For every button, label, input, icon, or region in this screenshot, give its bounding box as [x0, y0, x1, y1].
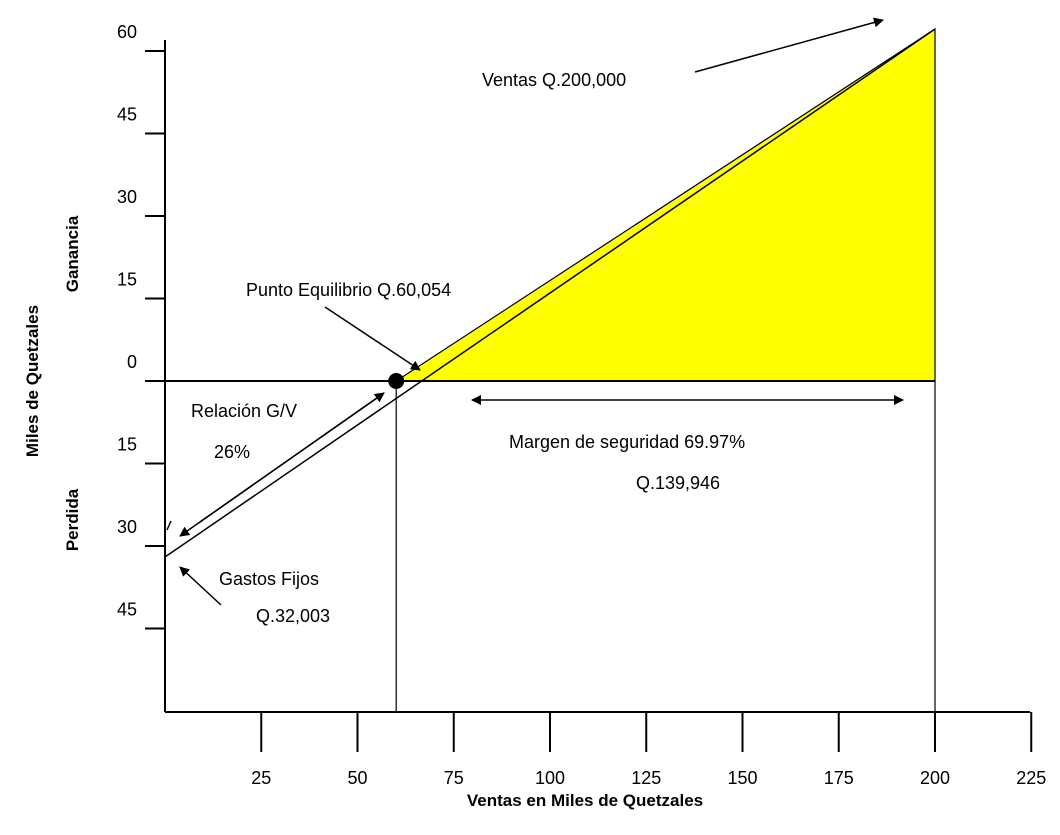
- series-line-profit: [164, 28, 936, 558]
- small-tick-mark: [166, 520, 172, 531]
- y-tick-label: 30: [117, 187, 137, 207]
- x-tick-label: 200: [920, 768, 950, 788]
- margen-label: Margen de seguridad 69.97%: [509, 432, 745, 452]
- punto-equilibrio-arrow: [324, 306, 421, 371]
- y-tick-label: 45: [117, 600, 137, 620]
- x-tick-label: 75: [444, 768, 464, 788]
- break-even-point: [388, 373, 405, 389]
- ventas-arrow: [694, 17, 884, 73]
- y-tick-label: 45: [117, 105, 137, 125]
- margen-value: Q.139,946: [636, 473, 720, 493]
- x-tick-label: 50: [347, 768, 367, 788]
- gastos-label: Gastos Fijos: [219, 569, 319, 589]
- x-axis-title: Ventas en Miles de Quetzales: [467, 791, 703, 810]
- punto-equilibrio-annotation: Punto Equilibrio Q.60,054: [246, 280, 451, 300]
- y-axis-lower-title: Perdida: [63, 488, 82, 551]
- gastos-value: Q.32,003: [256, 606, 330, 626]
- ventas-annotation: Ventas Q.200,000: [482, 70, 626, 90]
- x-tick-label: 25: [251, 768, 271, 788]
- x-tick-label: 100: [535, 768, 565, 788]
- y-tick-label: 15: [117, 435, 137, 455]
- y-tick-label: 60: [117, 22, 137, 42]
- relacion-arrow-down: [179, 392, 385, 537]
- y-tick-label: 30: [117, 517, 137, 537]
- y-ticks: 60 45 30 15 0 15 30 45: [117, 22, 165, 630]
- x-ticks: 25 50 75 100 125 150 175 200 225: [251, 712, 1046, 788]
- x-tick-label: 225: [1016, 768, 1046, 788]
- y-tick-label: 0: [127, 352, 137, 372]
- x-tick-label: 150: [727, 768, 757, 788]
- x-tick-label: 125: [631, 768, 661, 788]
- gastos-arrow: [179, 566, 222, 606]
- x-tick-label: 175: [824, 768, 854, 788]
- y-axis-upper-title: Ganancia: [63, 215, 82, 292]
- y-axis-title: Miles de Quetzales: [23, 305, 42, 457]
- profit-area: [394, 27, 936, 382]
- relacion-label: Relación G/V: [191, 401, 297, 421]
- relacion-value: 26%: [214, 442, 250, 462]
- y-tick-label: 15: [117, 270, 137, 290]
